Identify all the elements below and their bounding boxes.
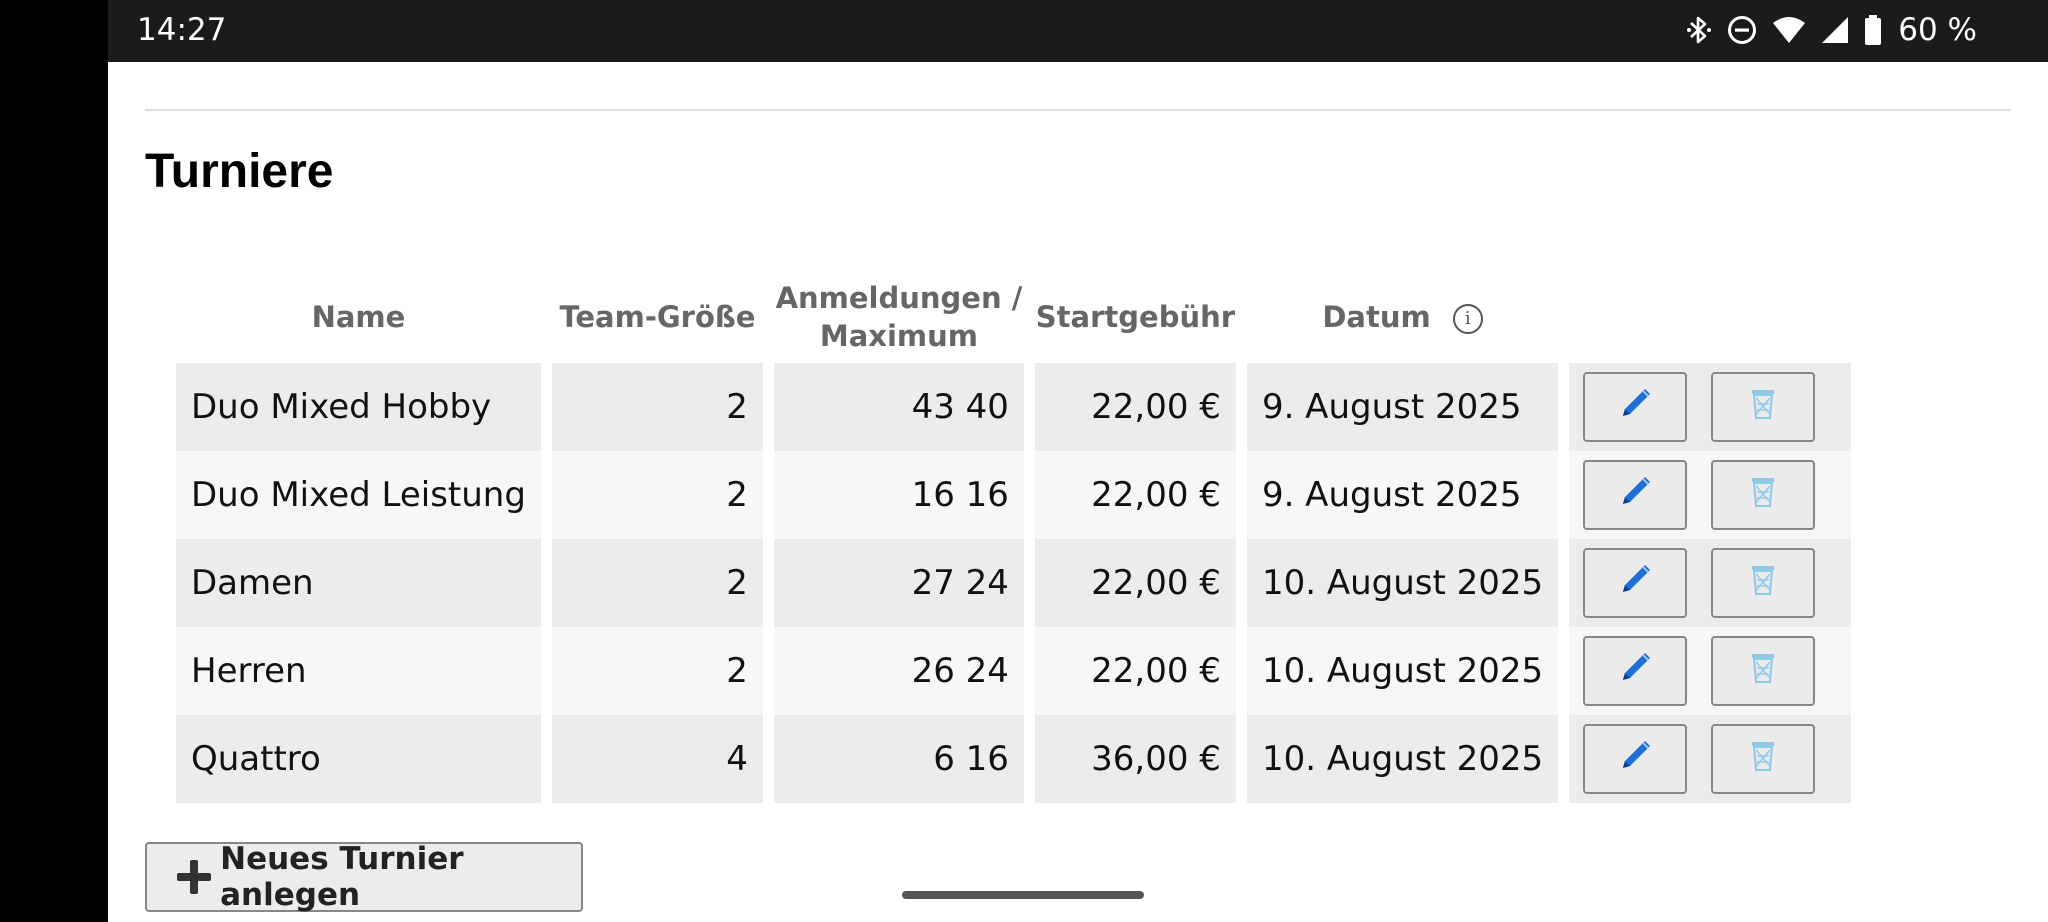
cell-actions <box>1569 715 1852 803</box>
status-time: 14:27 <box>137 12 227 48</box>
header-fee: Startgebühr <box>1035 300 1236 334</box>
cell-name: Herren <box>176 627 541 715</box>
cell-fee: 22,00 € <box>1034 539 1236 627</box>
cell-registrations: 27 24 <box>773 539 1024 627</box>
table-row: Damen 2 27 24 22,00 € 10. August 2025 <box>176 539 1852 627</box>
do-not-disturb-icon <box>1726 14 1758 46</box>
pencil-icon <box>1615 735 1655 784</box>
cell-registrations: 16 16 <box>773 451 1024 539</box>
edit-button[interactable] <box>1583 460 1688 530</box>
cell-date: 10. August 2025 <box>1246 715 1559 803</box>
delete-button[interactable] <box>1711 724 1816 794</box>
trash-icon <box>1743 559 1783 608</box>
header-registrations-line2: Maximum <box>819 319 979 353</box>
cell-actions <box>1569 363 1852 451</box>
info-icon[interactable]: i <box>1452 304 1483 334</box>
left-black-margin <box>0 0 108 922</box>
wifi-icon <box>1772 15 1806 45</box>
header-registrations-line1: Anmeldungen / <box>775 281 1023 315</box>
home-indicator[interactable] <box>902 891 1144 899</box>
cell-date: 9. August 2025 <box>1246 363 1559 451</box>
cell-fee: 22,00 € <box>1034 451 1236 539</box>
cell-fee: 22,00 € <box>1034 363 1236 451</box>
cell-fee: 22,00 € <box>1034 627 1236 715</box>
cell-date: 9. August 2025 <box>1246 451 1559 539</box>
header-date: Datum i <box>1247 275 1558 363</box>
header-name: Name <box>311 300 406 334</box>
tournaments-table: Name Team-Größe Anmeldungen / Maximum St… <box>165 275 1862 803</box>
cell-team-size: 2 <box>551 451 763 539</box>
pencil-icon <box>1615 647 1655 696</box>
header-actions <box>1569 275 1851 363</box>
cell-fee: 36,00 € <box>1034 715 1236 803</box>
cell-team-size: 2 <box>551 627 763 715</box>
cell-team-size: 4 <box>551 715 763 803</box>
cell-actions <box>1569 451 1852 539</box>
plus-icon <box>177 860 212 894</box>
status-icons: 60 % <box>1686 12 1977 48</box>
battery-percent: 60 % <box>1898 12 1977 48</box>
delete-button[interactable] <box>1711 460 1816 530</box>
cell-registrations: 6 16 <box>773 715 1024 803</box>
bluetooth-icon <box>1686 14 1712 46</box>
cell-registrations: 43 40 <box>773 363 1024 451</box>
page-content: Turniere Name Team-Größe Anmeldungen / M… <box>108 62 2048 922</box>
trash-icon <box>1743 735 1783 784</box>
header-registrations: Anmeldungen / Maximum <box>774 275 1024 363</box>
table-row: Duo Mixed Hobby 2 43 40 22,00 € 9. Augus… <box>176 363 1852 451</box>
cell-name: Duo Mixed Hobby <box>176 363 541 451</box>
cell-actions <box>1569 539 1852 627</box>
new-tournament-label: Neues Turnier anlegen <box>220 841 464 913</box>
status-bar: 14:27 60 % <box>108 0 2048 62</box>
cell-registrations: 26 24 <box>773 627 1024 715</box>
delete-button[interactable] <box>1711 636 1816 706</box>
cell-date: 10. August 2025 <box>1246 539 1559 627</box>
signal-icon <box>1820 15 1850 45</box>
cell-team-size: 2 <box>551 539 763 627</box>
cell-name: Damen <box>176 539 541 627</box>
pencil-icon <box>1615 471 1655 520</box>
cell-date: 10. August 2025 <box>1246 627 1559 715</box>
table-header-row: Name Team-Größe Anmeldungen / Maximum St… <box>176 275 1851 363</box>
cell-team-size: 2 <box>551 363 763 451</box>
pencil-icon <box>1615 559 1655 608</box>
cell-name: Duo Mixed Leistung <box>176 451 541 539</box>
cell-name: Quattro <box>176 715 541 803</box>
table-row: Herren 2 26 24 22,00 € 10. August 2025 <box>176 627 1852 715</box>
new-tournament-button[interactable]: Neues Turnier anlegen <box>145 841 583 913</box>
battery-icon <box>1864 15 1882 45</box>
trash-icon <box>1743 471 1783 520</box>
trash-icon <box>1743 383 1783 432</box>
header-team-size: Team-Größe <box>559 300 756 334</box>
delete-button[interactable] <box>1711 372 1816 442</box>
header-date-label: Datum <box>1322 300 1431 334</box>
cell-actions <box>1569 627 1852 715</box>
table-row: Quattro 4 6 16 36,00 € 10. August 2025 <box>176 715 1852 803</box>
page-title: Turniere <box>145 145 334 198</box>
trash-icon <box>1743 647 1783 696</box>
pencil-icon <box>1615 383 1655 432</box>
divider <box>145 109 2011 111</box>
table-row: Duo Mixed Leistung 2 16 16 22,00 € 9. Au… <box>176 451 1852 539</box>
edit-button[interactable] <box>1583 724 1688 794</box>
edit-button[interactable] <box>1583 636 1688 706</box>
delete-button[interactable] <box>1711 548 1816 618</box>
edit-button[interactable] <box>1583 372 1688 442</box>
edit-button[interactable] <box>1583 548 1688 618</box>
